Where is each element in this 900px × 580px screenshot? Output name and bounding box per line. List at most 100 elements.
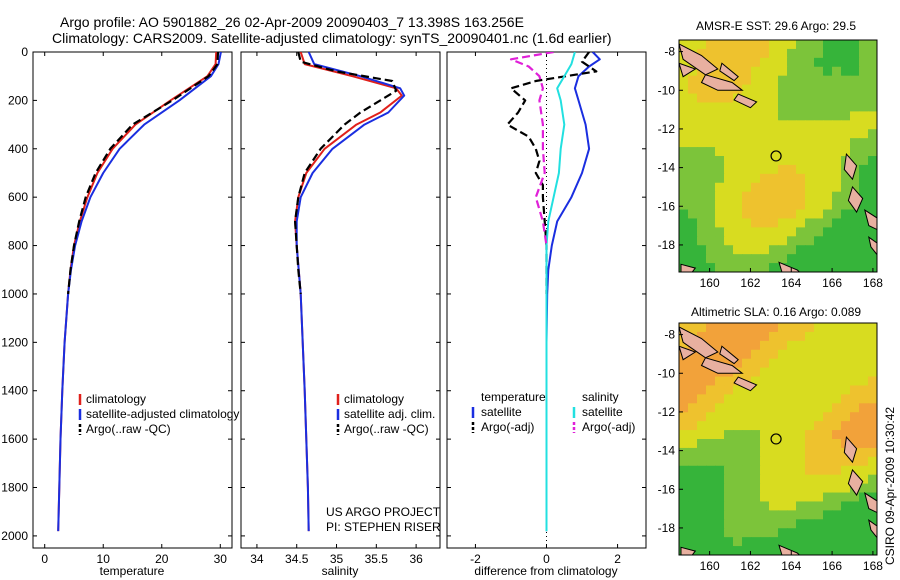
map-cell <box>742 492 752 503</box>
map-cell <box>742 209 752 220</box>
map-cell <box>760 138 770 148</box>
map-cell <box>679 218 689 228</box>
map-cell <box>751 394 761 404</box>
pi-annotation: PI: STEPHEN RISER <box>326 520 441 534</box>
y-tick-label: 1400 <box>1 384 28 398</box>
map-cell <box>769 340 779 351</box>
map-cell <box>787 394 797 404</box>
map-cell <box>832 200 842 211</box>
map-cell <box>688 102 698 112</box>
map-cell <box>796 349 806 360</box>
map-cell <box>697 439 707 449</box>
map-cell <box>859 501 869 511</box>
island-shape <box>868 519 877 539</box>
side-stamp: CSIRO 09-Apr-2009 10:30:42 <box>883 407 897 565</box>
map-cell <box>823 456 833 467</box>
map-cell <box>868 173 877 184</box>
map-cell <box>742 227 752 237</box>
map-cell <box>814 456 824 467</box>
map-cell <box>814 439 824 449</box>
map-cell <box>760 164 770 175</box>
map-cell <box>787 456 797 467</box>
map-cell <box>760 430 770 440</box>
map-cell <box>859 120 869 130</box>
map-cell <box>841 48 851 59</box>
map-cell <box>868 254 877 264</box>
map-cell <box>823 403 833 413</box>
map-cell <box>688 227 698 237</box>
legend-label: Argo(..raw -QC) <box>86 422 171 436</box>
map-cell <box>850 173 860 184</box>
map-cell <box>850 394 860 404</box>
map-cell <box>742 66 752 77</box>
map-cell <box>697 102 707 112</box>
map-cell <box>868 227 877 237</box>
map-cell <box>733 227 743 237</box>
island-shape <box>733 93 758 109</box>
map-cell <box>742 200 752 211</box>
map-cell <box>697 120 707 130</box>
map-cell <box>688 403 698 413</box>
map-cell <box>688 349 698 360</box>
map-cell <box>697 447 707 458</box>
map-cell <box>715 528 725 538</box>
map-cell <box>823 236 833 246</box>
map-cell <box>715 147 725 157</box>
map-cell <box>688 93 698 104</box>
map-cell <box>823 430 833 440</box>
map-cell <box>724 403 734 413</box>
map-cell <box>832 57 842 68</box>
map-cell <box>769 546 779 555</box>
map-cell <box>787 501 797 511</box>
map-cell <box>751 156 761 166</box>
x-tick-label: 168 <box>863 559 883 573</box>
map-cell <box>796 245 806 255</box>
map-cell <box>751 456 761 467</box>
map-cell <box>805 57 815 68</box>
map-cell <box>850 57 860 68</box>
map-cell <box>832 430 842 440</box>
map-cell <box>778 40 788 50</box>
map-cell <box>796 367 806 378</box>
island-shape <box>680 546 697 555</box>
map-cell <box>733 48 743 59</box>
map-cell <box>805 93 815 104</box>
map-cell <box>814 465 824 476</box>
map-cell <box>742 474 752 485</box>
map-cell <box>769 245 779 255</box>
map-cell <box>823 546 833 555</box>
map-cell <box>832 227 842 237</box>
map-cell <box>697 474 707 485</box>
map-cell <box>850 48 860 59</box>
map-cell <box>742 218 752 228</box>
map-cell <box>679 254 689 264</box>
map-cell <box>688 367 698 378</box>
map-cell <box>733 403 743 413</box>
map-cell <box>805 358 815 369</box>
map-cell <box>706 367 716 378</box>
map-cell <box>697 191 707 202</box>
map-cell <box>742 447 752 458</box>
map-cell <box>805 519 815 529</box>
map-cell <box>859 528 869 538</box>
map-cell <box>688 519 698 529</box>
map-cell <box>805 227 815 237</box>
map-cell <box>706 456 716 467</box>
map-cell <box>751 84 761 95</box>
map-cell <box>778 474 788 485</box>
map-cell <box>751 147 761 157</box>
map-cell <box>742 102 752 112</box>
figure-title-line2: Climatology: CARS2009. Satellite-adjuste… <box>52 30 612 46</box>
map-cell <box>868 147 877 157</box>
map-cell <box>778 209 788 220</box>
map-cell <box>868 209 877 220</box>
map-cell <box>724 209 734 220</box>
map-cell <box>724 191 734 202</box>
sla-map-panel: Altimetric SLA: 0.16 Argo: 0.089 160 162 1… <box>658 305 884 573</box>
map-cell <box>814 421 824 431</box>
map-cell <box>688 394 698 404</box>
map-cell <box>805 412 815 422</box>
map-cell <box>823 421 833 431</box>
map-cell <box>805 492 815 503</box>
map-cell <box>787 75 797 86</box>
